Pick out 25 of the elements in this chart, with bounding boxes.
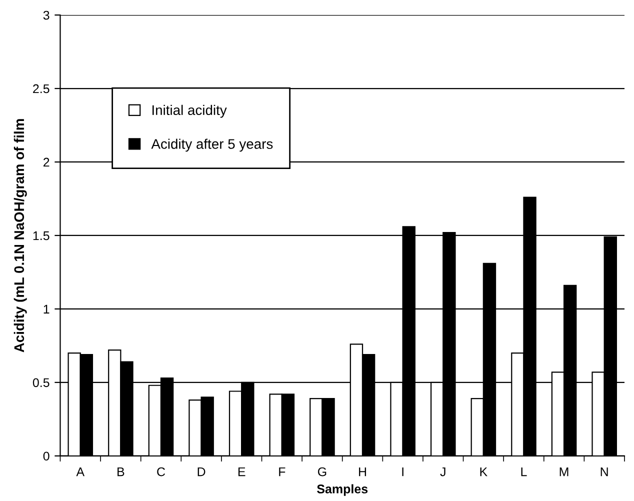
x-tick-label: C [157,467,166,476]
x-tick-label: L [521,467,527,476]
x-axis-title: Samples [317,484,368,496]
y-tick-label: 0 [43,452,50,461]
x-tick-label: D [198,467,206,476]
x-tick-label: B [118,467,124,476]
x-tick-label: A [76,467,85,476]
x-tick-label: H [359,467,366,476]
legend-label: Acidity after 5 years [151,138,273,152]
y-tick-label: 3 [43,10,50,20]
legend-label: Initial acidity [152,104,227,118]
y-tick-label: 1.5 [33,231,50,240]
x-tick-label: M [560,467,568,476]
x-tick-label: K [480,467,488,476]
y-tick-label: 2.5 [33,84,50,94]
x-tick-label: G [318,467,326,476]
x-tick-label: I [402,467,404,476]
y-axis-title: Acidity (mL 0.1N NaOH/gram of film [14,119,27,352]
x-tick-label: N [600,467,608,476]
y-tick-label: 0.5 [32,378,50,388]
x-tick-label: J [440,467,446,476]
x-tick-label: E [238,467,246,476]
y-tick-label: 1 [44,304,50,314]
x-tick-label: F [279,467,286,476]
y-tick-label: 2 [43,158,50,167]
